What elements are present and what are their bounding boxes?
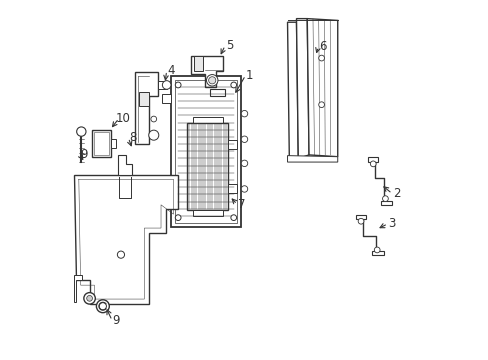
Circle shape <box>151 132 156 138</box>
Polygon shape <box>74 175 178 304</box>
Circle shape <box>99 303 106 310</box>
Circle shape <box>77 127 86 136</box>
Polygon shape <box>296 19 308 158</box>
Circle shape <box>382 196 387 202</box>
Polygon shape <box>210 89 224 96</box>
Circle shape <box>241 186 247 192</box>
Polygon shape <box>194 56 203 71</box>
Circle shape <box>175 82 181 88</box>
Text: 4: 4 <box>167 64 174 77</box>
Text: 7: 7 <box>237 198 245 211</box>
Circle shape <box>96 300 109 313</box>
Circle shape <box>241 160 247 167</box>
Circle shape <box>241 111 247 117</box>
Polygon shape <box>162 94 171 103</box>
Text: 9: 9 <box>113 314 120 327</box>
Polygon shape <box>110 139 116 148</box>
Circle shape <box>230 215 236 221</box>
Circle shape <box>206 75 218 86</box>
Text: 9: 9 <box>80 148 87 161</box>
Polygon shape <box>92 130 110 157</box>
Circle shape <box>230 82 236 88</box>
Polygon shape <box>174 80 237 223</box>
Polygon shape <box>94 132 108 154</box>
Text: 8: 8 <box>129 131 136 144</box>
Circle shape <box>318 102 324 108</box>
Polygon shape <box>367 157 378 162</box>
Text: 3: 3 <box>388 217 395 230</box>
Polygon shape <box>228 140 237 149</box>
Text: 5: 5 <box>225 39 233 52</box>
Circle shape <box>175 215 181 221</box>
Polygon shape <box>187 123 228 211</box>
Polygon shape <box>158 81 167 89</box>
Circle shape <box>373 247 379 253</box>
Polygon shape <box>190 56 223 87</box>
Polygon shape <box>171 76 241 226</box>
Polygon shape <box>139 92 148 107</box>
Polygon shape <box>380 201 391 205</box>
Polygon shape <box>118 155 132 175</box>
Polygon shape <box>356 215 366 220</box>
Text: 6: 6 <box>318 40 326 53</box>
Circle shape <box>86 296 92 301</box>
Text: 10: 10 <box>116 112 130 125</box>
Circle shape <box>162 81 171 89</box>
Circle shape <box>83 293 95 304</box>
Polygon shape <box>162 200 171 208</box>
Circle shape <box>241 136 247 143</box>
Text: 2: 2 <box>392 187 400 200</box>
Polygon shape <box>192 117 223 123</box>
Circle shape <box>208 77 215 84</box>
Circle shape <box>151 116 156 122</box>
Polygon shape <box>287 156 337 162</box>
Circle shape <box>148 130 159 140</box>
Polygon shape <box>192 211 223 216</box>
Polygon shape <box>74 275 82 302</box>
Polygon shape <box>228 184 237 193</box>
Polygon shape <box>306 19 337 157</box>
Polygon shape <box>287 22 298 158</box>
Circle shape <box>117 251 124 258</box>
Polygon shape <box>371 251 383 255</box>
Circle shape <box>357 219 363 224</box>
Circle shape <box>369 161 375 167</box>
Polygon shape <box>135 72 158 144</box>
Text: 1: 1 <box>245 69 253 82</box>
Circle shape <box>318 55 324 61</box>
